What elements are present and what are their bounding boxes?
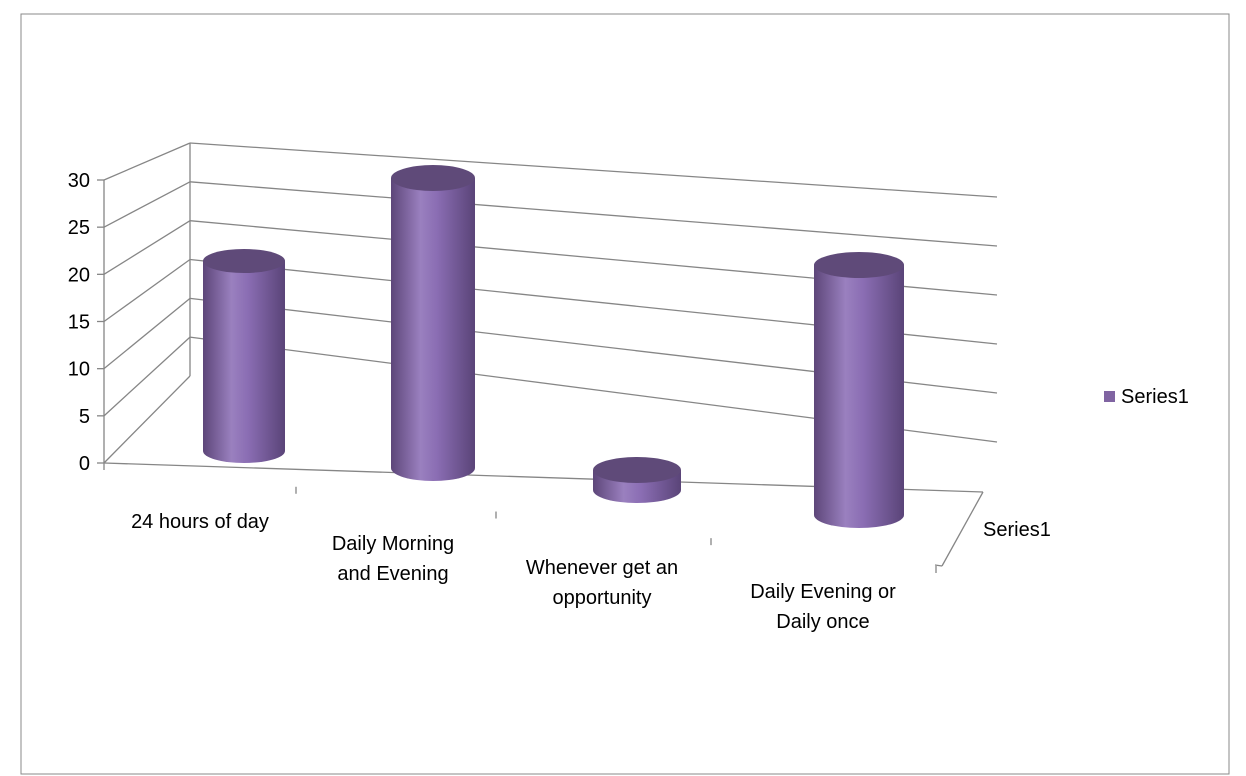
depth-axis-label: Series1 [983, 519, 1051, 541]
bar-top [593, 457, 681, 484]
x-tick-label: 24 hours of day [131, 511, 269, 533]
bar-body [391, 178, 475, 481]
bar-4 [814, 252, 904, 528]
floor-side-edge [103, 375, 191, 464]
bar-3 [593, 457, 681, 503]
bar-top [814, 252, 904, 279]
bar-top [203, 249, 285, 274]
y-tick-label: 25 [68, 217, 90, 239]
x-tick-label: Daily Evening or Daily once [750, 581, 896, 633]
bar-top [391, 165, 475, 192]
side-gridline [103, 297, 191, 370]
labels: 0 5 10 15 20 25 30 24 hours of day Daily Morning… [68, 170, 896, 633]
y-tick-label: 30 [68, 170, 90, 192]
x-tick-label: Whenever get an opportunity [526, 557, 678, 609]
side-gridline [103, 258, 191, 323]
side-gridline [103, 181, 191, 228]
depth-tick-mark [934, 564, 943, 567]
side-gridline [103, 142, 191, 181]
bars [203, 165, 904, 528]
y-tick-label: 5 [79, 406, 90, 428]
bar-1 [203, 249, 285, 463]
back-gridline [189, 142, 998, 198]
y-tick-label: 10 [68, 359, 90, 381]
side-gridline [103, 220, 191, 275]
bar-2 [391, 165, 475, 481]
bar-body [814, 265, 904, 528]
back-gridline [189, 181, 998, 247]
legend-swatch-series1 [1104, 391, 1115, 402]
x-tick-label: Daily Morning and Evening [332, 533, 454, 585]
side-gridline [103, 336, 191, 417]
depth-axis-line [941, 491, 984, 567]
y-tick-label: 15 [68, 312, 90, 334]
legend: Series1 [1104, 386, 1189, 408]
legend-label-series1: Series1 [1121, 386, 1189, 408]
bar-body [203, 261, 285, 463]
y-tick-label: 20 [68, 264, 90, 286]
y-tick-label: 0 [79, 453, 90, 475]
